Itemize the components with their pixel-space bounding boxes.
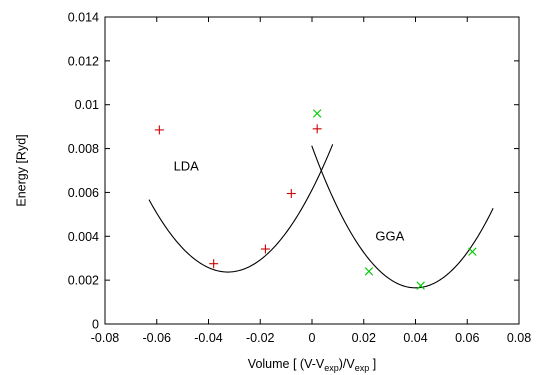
- x-axis-label-sub1: exp: [324, 363, 339, 373]
- x-tick-label: -0.08: [91, 331, 120, 345]
- plot-frame: [104, 16, 520, 325]
- y-tick-label: 0.01: [75, 98, 99, 112]
- curve-label-gga: GGA: [375, 229, 404, 244]
- y-axis-ticks: 0 0.002 0.004 0.006 0.008 0.01 0.012 0.014: [68, 11, 519, 332]
- x-axis-label-sub2: exp: [355, 363, 370, 373]
- x-tick-label: 0: [309, 331, 316, 345]
- x-axis-ticks: -0.08 -0.06 -0.04 -0.02 0 0.02 0.04 0.06 0.08: [91, 17, 531, 345]
- x-axis-label-prefix: Volume [ (V-V: [248, 357, 325, 371]
- data-point-gga: [416, 281, 425, 290]
- fit-curves: [148, 144, 494, 289]
- y-axis-label: Energy [Ryd]: [14, 134, 28, 206]
- data-point-lda: [154, 125, 164, 135]
- x-tick-label: -0.04: [194, 331, 223, 345]
- y-tick-label: 0: [92, 318, 99, 332]
- x-axis-label-suffix: ]: [369, 357, 376, 371]
- y-tick-label: 0.006: [68, 186, 99, 200]
- x-tick-label: -0.06: [143, 331, 172, 345]
- y-tick-label: 0.002: [68, 274, 99, 288]
- x-axis-label-mid: )/V: [339, 357, 356, 371]
- data-point-gga: [364, 267, 374, 276]
- data-point-lda: [209, 259, 219, 269]
- fit-curve-lda: [148, 144, 334, 273]
- data-point-lda: [260, 244, 270, 254]
- data-point-gga: [312, 109, 322, 118]
- y-tick-label: 0.008: [68, 142, 99, 156]
- y-tick-label: 0.004: [68, 230, 99, 244]
- data-point-gga: [468, 247, 477, 256]
- x-axis-label: Volume [ (V-Vexp)/Vexp ]: [248, 357, 376, 373]
- x-tick-label: 0.06: [455, 331, 479, 345]
- x-tick-label: 0.02: [352, 331, 376, 345]
- curve-label-lda: LDA: [174, 159, 200, 174]
- fit-curve-gga: [311, 145, 494, 289]
- x-tick-label: -0.02: [246, 331, 275, 345]
- x-tick-label: 0.08: [507, 331, 531, 345]
- data-point-lda: [312, 124, 322, 134]
- data-point-lda: [286, 189, 296, 199]
- y-tick-label: 0.012: [68, 54, 99, 68]
- x-tick-label: 0.04: [403, 331, 427, 345]
- data-markers: [154, 109, 477, 290]
- curve-labels: LDA GGA: [174, 159, 405, 244]
- y-tick-label: 0.014: [68, 11, 99, 25]
